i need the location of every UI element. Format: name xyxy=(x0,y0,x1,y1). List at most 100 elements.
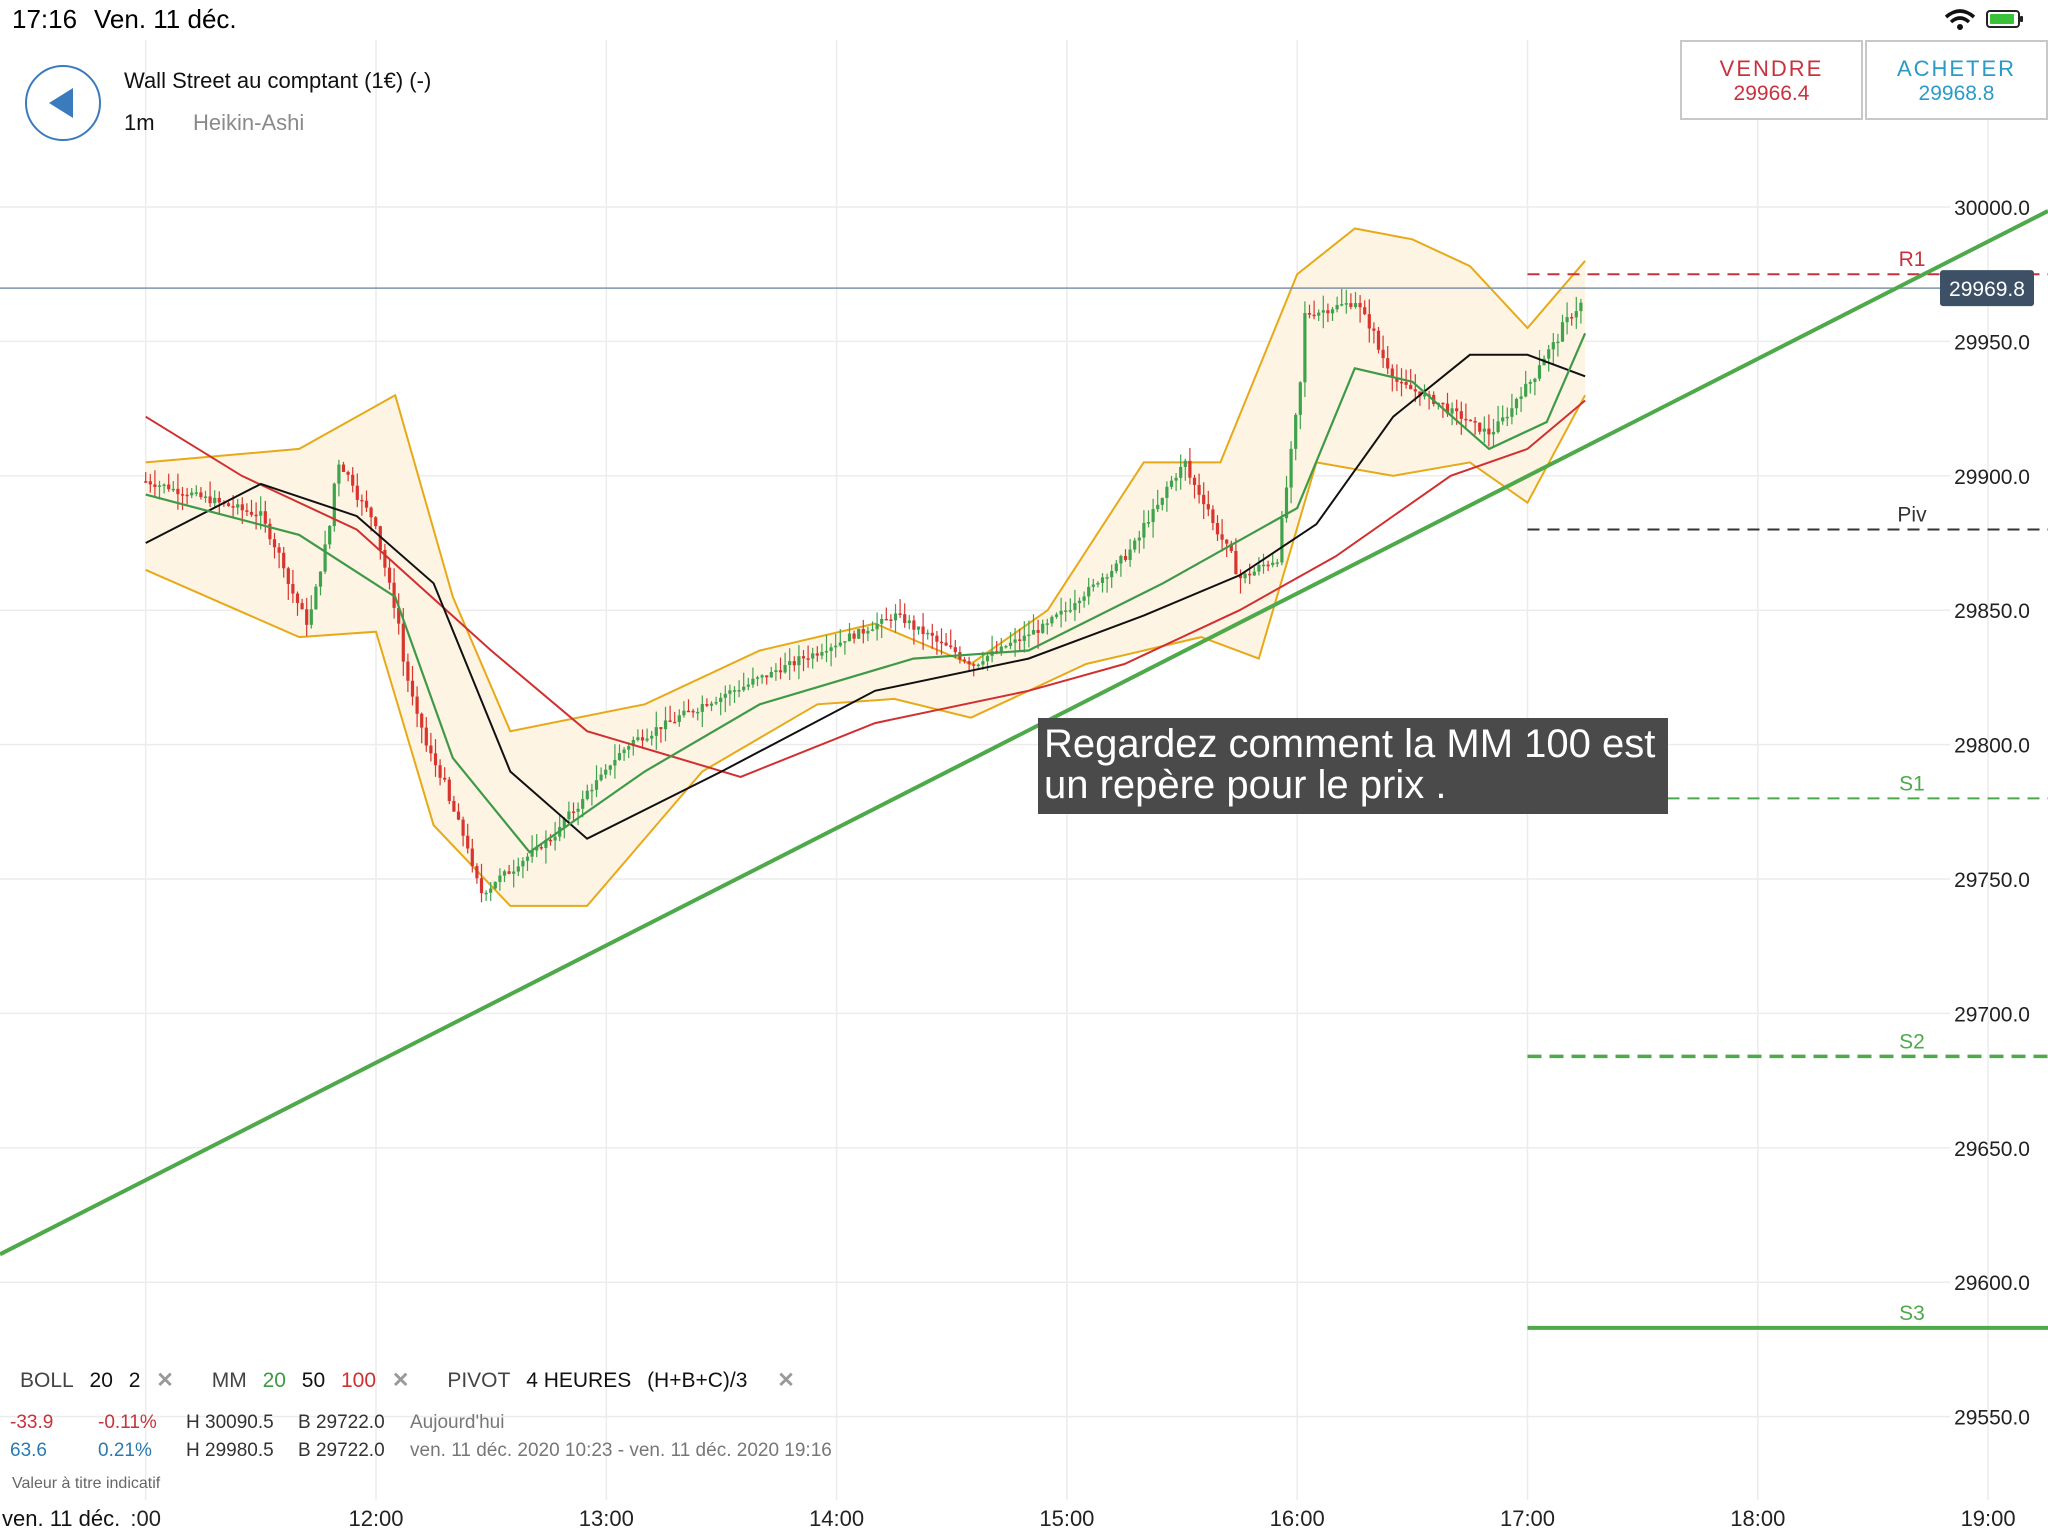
range-low: B 29722.0 xyxy=(298,1440,385,1461)
current-price-tag xyxy=(1940,270,2034,307)
candle-body xyxy=(383,549,387,568)
candle-body xyxy=(259,511,263,516)
candle-body xyxy=(1298,382,1302,415)
pivot-label-s2: S2 xyxy=(1899,1030,1925,1053)
candle-body xyxy=(1399,381,1404,384)
candle-body xyxy=(1054,614,1059,617)
candle-body xyxy=(1192,477,1197,485)
candle-body xyxy=(1091,584,1095,587)
sell-button[interactable]: VENDRE 29966.4 xyxy=(1680,40,1863,120)
y-tick-label: 29650.0 xyxy=(1954,1138,2030,1161)
candle-body xyxy=(1386,358,1390,369)
candle-body xyxy=(489,888,493,893)
candle-body xyxy=(677,715,681,722)
candle-body xyxy=(443,777,447,780)
mm-100: 100 xyxy=(340,1369,377,1392)
candle-body xyxy=(801,656,806,659)
candle-body xyxy=(976,664,980,667)
back-button[interactable] xyxy=(25,65,101,141)
candle-body xyxy=(374,517,378,527)
buy-price: 29968.8 xyxy=(1918,82,1995,105)
candle-body xyxy=(1041,623,1045,633)
candle-body xyxy=(535,847,539,851)
remove-boll-icon[interactable]: ✕ xyxy=(156,1369,174,1392)
candle-body xyxy=(1556,341,1560,344)
candle-body xyxy=(553,836,557,841)
candle-body xyxy=(636,737,640,741)
candle-body xyxy=(521,860,525,867)
x-tick-label: 12:00 xyxy=(348,1506,403,1531)
remove-mm-icon[interactable]: ✕ xyxy=(391,1369,410,1392)
candle-body xyxy=(1353,303,1358,307)
candle-body xyxy=(1464,418,1468,421)
status-date: Ven. 11 déc. xyxy=(94,4,237,34)
candle-body xyxy=(760,675,764,678)
candle-body xyxy=(1326,310,1330,314)
candle-body xyxy=(1510,408,1514,417)
candle-body xyxy=(217,497,221,503)
candle-body xyxy=(903,614,907,624)
candle-body xyxy=(576,808,580,812)
pivot-period: 4 HEURES xyxy=(526,1369,632,1392)
candle-body xyxy=(323,544,327,572)
candle-body xyxy=(433,753,438,766)
candle-body xyxy=(1519,396,1523,399)
candle-body xyxy=(1468,419,1473,422)
candle-body xyxy=(645,738,649,741)
candle-body xyxy=(1137,537,1141,541)
moving-averages xyxy=(145,332,1587,854)
candle-body xyxy=(1146,522,1151,524)
boll-period: 20 xyxy=(89,1369,113,1392)
range-period: ven. 11 déc. 2020 10:23 - ven. 11 déc. 2… xyxy=(410,1440,832,1461)
y-tick-label: 30000.0 xyxy=(1954,197,2030,220)
candle-body xyxy=(502,871,507,876)
candle-body xyxy=(351,474,355,486)
candle-body xyxy=(171,488,175,491)
buy-label: ACHETER xyxy=(1896,56,2017,81)
candle-body xyxy=(1294,414,1298,449)
range-change: 63.6 xyxy=(10,1440,47,1461)
candle-body xyxy=(714,702,718,704)
candle-body xyxy=(765,675,769,678)
candle-body xyxy=(429,745,433,754)
candle-body xyxy=(627,746,631,750)
candle-body xyxy=(972,664,976,666)
annotation-box: Regardez comment la MM 100 est un repère… xyxy=(1038,718,1668,814)
candle-body xyxy=(309,609,313,625)
candle-body xyxy=(305,609,309,625)
indicator-legend: BOLL 20 2 ✕ MM 20 50 100 ✕ PIVOT 4 HEURE… xyxy=(20,1368,805,1393)
today-period: Aujourd'hui xyxy=(410,1412,505,1433)
wifi-icon xyxy=(1944,9,1976,30)
candle-body xyxy=(921,626,925,635)
candle-body xyxy=(199,492,203,498)
candle-body xyxy=(1505,416,1509,419)
candle-body xyxy=(203,496,208,498)
candle-body xyxy=(378,526,382,550)
candle-body xyxy=(562,819,566,827)
bollinger-band xyxy=(145,227,1586,907)
candle-body xyxy=(475,866,479,879)
remove-pivot-icon[interactable]: ✕ xyxy=(777,1369,795,1392)
candle-body xyxy=(1501,417,1505,422)
candle-body xyxy=(1234,550,1238,575)
timeframe-selector[interactable]: 1m xyxy=(124,110,155,135)
x-tick-label: 13:00 xyxy=(579,1506,634,1531)
chart-style-selector[interactable]: Heikin-Ashi xyxy=(193,110,305,135)
candle-body xyxy=(484,892,488,895)
candle-body xyxy=(153,484,157,487)
buy-button[interactable]: ACHETER 29968.8 xyxy=(1865,40,2048,120)
candle-body xyxy=(889,619,893,621)
boll-label: BOLL xyxy=(20,1369,74,1392)
candle-body xyxy=(571,811,576,813)
candle-body xyxy=(944,642,948,646)
candle-body xyxy=(144,481,148,483)
y-tick-label: 29800.0 xyxy=(1954,735,2030,758)
candle-body xyxy=(1027,634,1031,637)
candle-body xyxy=(953,647,957,653)
x-tick-label: 18:00 xyxy=(1730,1506,1785,1531)
today-low: B 29722.0 xyxy=(298,1412,385,1433)
candle-body xyxy=(466,835,470,849)
candle-body xyxy=(792,661,796,666)
candle-body xyxy=(1169,480,1174,487)
